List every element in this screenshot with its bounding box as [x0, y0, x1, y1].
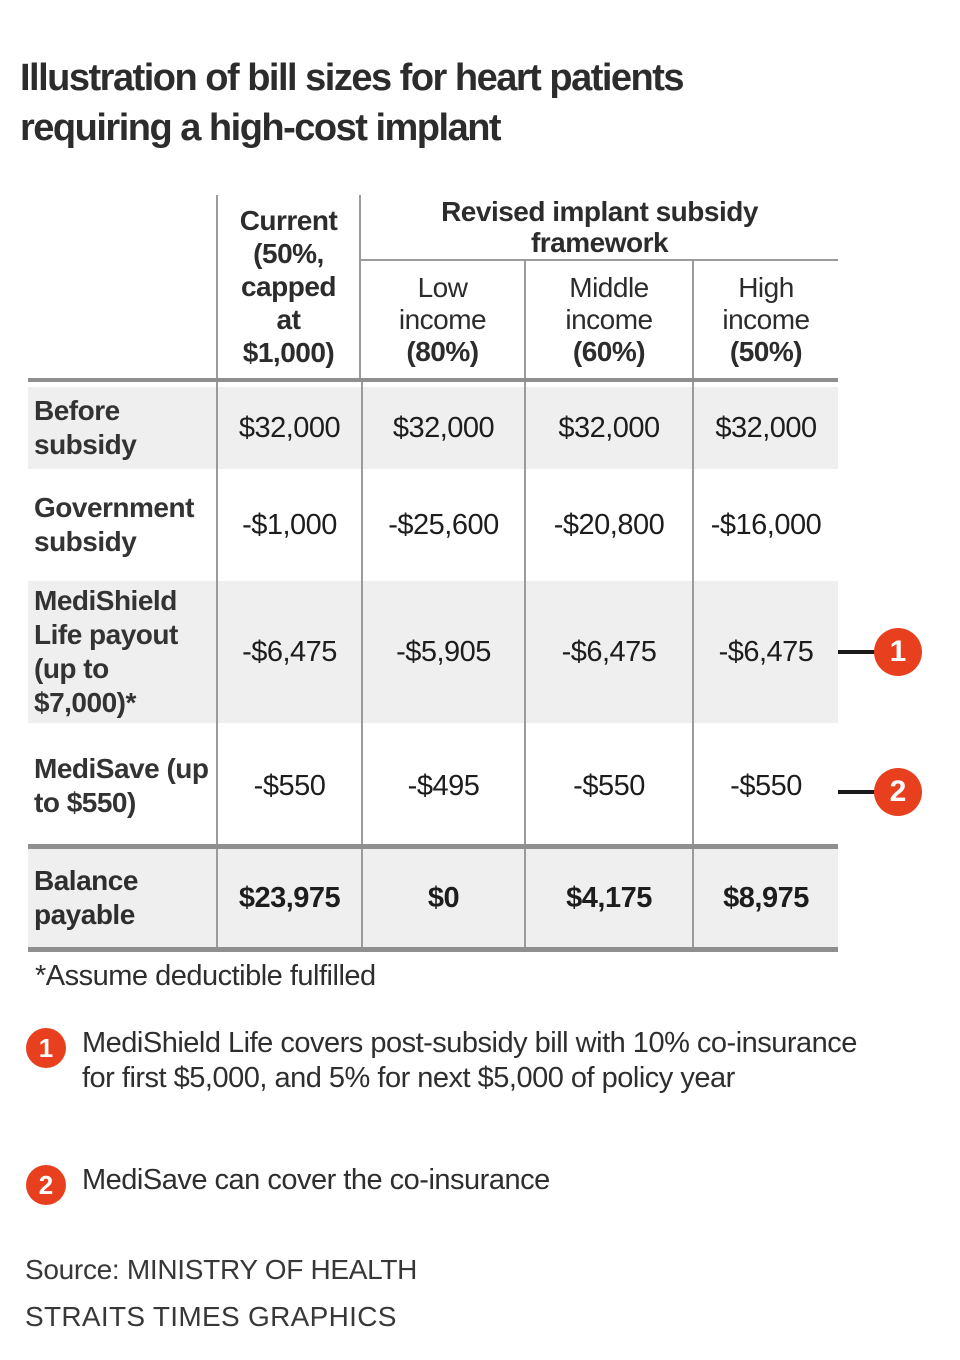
marker-1-badge: 1	[874, 628, 922, 676]
table-cell: $32,000	[361, 382, 524, 474]
middle-income-pct: (60%)	[572, 335, 646, 367]
table-cell: -$6,475	[524, 576, 692, 728]
row-label: Balance payable	[28, 849, 216, 947]
column-header-high-income: High income (50%)	[692, 261, 838, 378]
table-header: Current (50%, capped at $1,000) Revised …	[28, 195, 838, 382]
source-text: Source: MINISTRY OF HEALTH	[25, 1254, 418, 1285]
low-income-pct: (80%)	[406, 335, 479, 367]
table-cell: $32,000	[216, 382, 361, 474]
note-2-text: MediSave can cover the co-insurance	[82, 1164, 550, 1196]
column-header-low-income: Low income (80%)	[361, 261, 524, 378]
table-row-government-subsidy: Government subsidy -$1,000 -$25,600 -$20…	[28, 474, 838, 576]
note-1-text: MediShield Life covers post-subsidy bill…	[82, 1027, 857, 1094]
note-1-badge: 1	[26, 1028, 66, 1068]
table-cell: $23,975	[216, 849, 361, 947]
credit-text: STRAITS TIMES GRAPHICS	[25, 1301, 397, 1332]
marker-2-badge: 2	[874, 768, 922, 816]
table-cell: -$16,000	[692, 474, 838, 576]
bill-size-table: Current (50%, capped at $1,000) Revised …	[28, 195, 838, 952]
table-cell: $0	[361, 849, 524, 947]
footnote-deductible: *Assume deductible fulfilled	[35, 960, 376, 992]
table-cell: -$20,800	[524, 474, 692, 576]
column-header-middle-income: Middle income (60%)	[524, 261, 692, 378]
table-cell: -$550	[524, 728, 692, 844]
table-cell: -$550	[692, 728, 838, 844]
table-cell: $8,975	[692, 849, 838, 947]
note-medisave: 2 MediSave can cover the co-insurance	[26, 1163, 882, 1205]
column-group-header-revised: Revised implant subsidy framework	[361, 195, 838, 261]
note-2-badge: 2	[26, 1165, 66, 1205]
marker-2-connector-line	[838, 790, 876, 794]
row-label: MediSave (up to $550)	[34, 753, 209, 818]
table-cell: -$6,475	[216, 576, 361, 728]
page-title: Illustration of bill sizes for heart pat…	[20, 57, 685, 150]
row-label: MediShield Life payout (up to $7,000)*	[28, 576, 216, 728]
table-cell: -$25,600	[361, 474, 524, 576]
table-cell: $32,000	[692, 382, 838, 474]
row-label: Before subsidy	[28, 382, 216, 474]
marker-1-connector-line	[838, 650, 876, 654]
table-cell: -$5,905	[361, 576, 524, 728]
table-row-before-subsidy: Before subsidy $32,000 $32,000 $32,000 $…	[28, 382, 838, 474]
table-row-medishield-payout: MediShield Life payout (up to $7,000)* -…	[28, 576, 838, 728]
table-cell: -$1,000	[216, 474, 361, 576]
note-medishield: 1 MediShield Life covers post-subsidy bi…	[26, 1026, 882, 1096]
table-cell: $32,000	[524, 382, 692, 474]
table-cell: -$550	[216, 728, 361, 844]
high-income-pct: (50%)	[729, 335, 803, 367]
table-cell: $4,175	[524, 849, 692, 947]
table-cell: -$6,475	[692, 576, 838, 728]
column-header-current: Current (50%, capped at $1,000)	[216, 195, 361, 378]
corner-cell	[28, 195, 216, 378]
table-row-medisave: MediSave (up to $550) -$550 -$495 -$550 …	[28, 728, 838, 844]
table-cell: -$495	[361, 728, 524, 844]
table-row-balance-payable: Balance payable $23,975 $0 $4,175 $8,975	[28, 844, 838, 952]
row-label: Government subsidy	[34, 492, 194, 557]
